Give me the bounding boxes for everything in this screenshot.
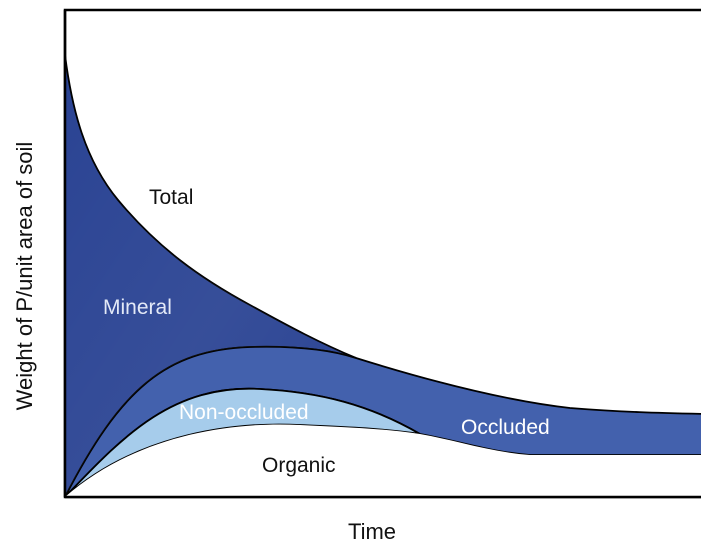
non-occluded-region <box>64 387 421 498</box>
organic-label: Organic <box>262 454 336 477</box>
non-occluded-label: Non-occluded <box>179 401 309 424</box>
mineral-label: Mineral <box>103 296 172 319</box>
occluded-label: Occluded <box>461 416 550 439</box>
organic-region <box>65 424 701 497</box>
x-axis-title: Time <box>348 519 396 544</box>
y-axis-title: Weight of P/unit area of soil <box>12 142 37 411</box>
total-label: Total <box>149 186 193 209</box>
mineral-sheen <box>65 55 356 497</box>
